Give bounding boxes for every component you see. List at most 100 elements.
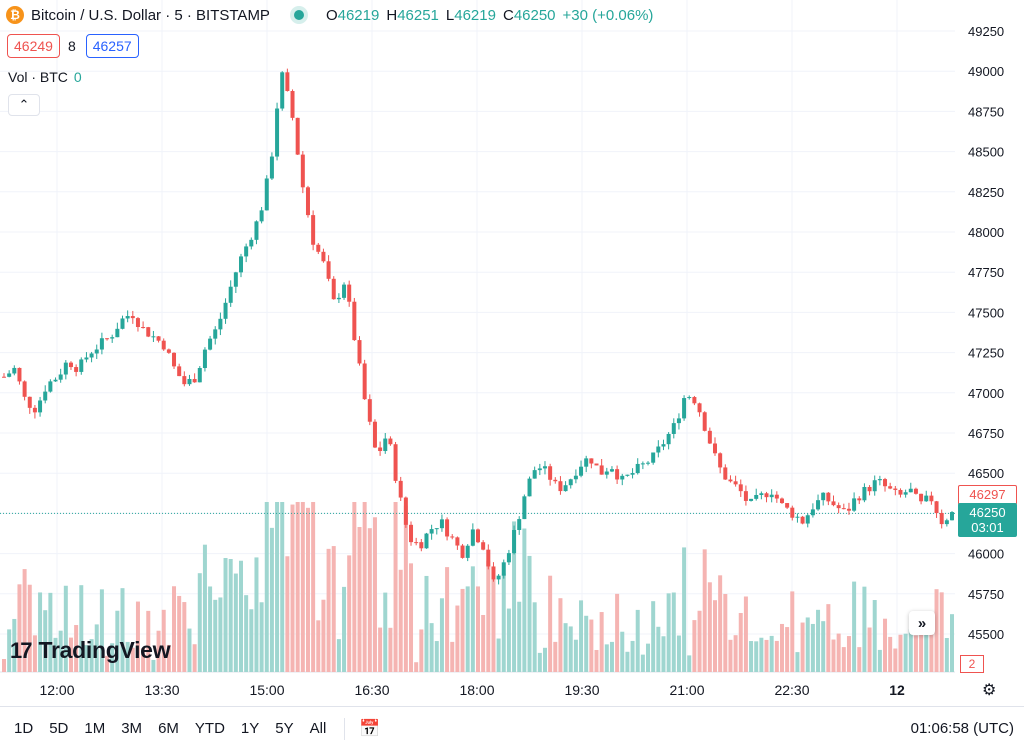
candle-body — [27, 396, 32, 408]
range-3m-button[interactable]: 3M — [121, 720, 143, 737]
volume-bar — [48, 592, 53, 672]
volume-bar — [486, 560, 491, 672]
volume-bar — [259, 602, 264, 672]
volume-bar — [439, 598, 444, 672]
volume-bar — [362, 502, 367, 672]
volume-bar — [671, 592, 676, 672]
volume-bar — [646, 643, 651, 672]
volume-legend[interactable]: Vol · BTC 0 — [8, 69, 82, 85]
volume-bar — [476, 586, 480, 672]
candle-body — [74, 367, 79, 372]
volume-bar — [254, 557, 259, 672]
calendar-range-icon[interactable]: 📅 — [359, 718, 381, 738]
scroll-to-realtime-button[interactable]: » — [909, 611, 935, 635]
symbol-header[interactable]: ₿ Bitcoin / U.S. Dollar · 5 · BITSTAMP O… — [6, 4, 660, 26]
candle-body — [177, 366, 182, 377]
candle-body — [187, 378, 192, 385]
price-tick-label: 46750 — [968, 426, 1004, 441]
volume-bar — [630, 640, 635, 672]
volume-bar — [640, 654, 645, 672]
volume-bar — [94, 624, 99, 672]
candle-body — [888, 486, 893, 489]
candle-body — [445, 519, 450, 537]
price-chart[interactable]: 49250 49000 48750 48500 48250 48000 47750 47500… — [0, 0, 1024, 706]
bitcoin-icon: ₿ — [6, 6, 24, 24]
volume-bar — [352, 502, 357, 672]
candle-body — [522, 496, 527, 520]
candle-body — [939, 513, 944, 525]
market-status-icon[interactable] — [293, 10, 304, 20]
range-1m-button[interactable]: 1M — [84, 720, 106, 737]
candle-body — [594, 463, 599, 466]
tradingview-watermark[interactable]: 17 TradingView — [10, 637, 171, 664]
time-tick-label: 18:00 — [459, 682, 494, 698]
range-1y-button[interactable]: 1Y — [240, 720, 260, 737]
volume-bar — [79, 585, 84, 672]
candle-body — [208, 338, 213, 350]
range-5y-button[interactable]: 5Y — [275, 720, 294, 737]
ohlc-open-key: O — [325, 6, 338, 24]
tradingview-logo-icon: 17 — [10, 637, 33, 663]
candle-body — [372, 421, 377, 448]
ohlc-high-value: 46251 — [397, 6, 439, 24]
volume-bar — [264, 502, 269, 672]
volume-bar — [208, 586, 213, 672]
volume-bar — [846, 636, 851, 672]
volume-bar — [161, 609, 166, 672]
range-ytd-button[interactable]: YTD — [194, 720, 225, 737]
price-tick-label: 46000 — [968, 547, 1004, 562]
candle-body — [290, 91, 295, 118]
volume-bar — [542, 647, 547, 672]
volume-bar — [733, 635, 738, 672]
candle-body — [805, 515, 810, 524]
buy-price-button[interactable]: 46257 — [85, 34, 139, 58]
volume-bar — [800, 622, 805, 672]
symbol-title[interactable]: Bitcoin / U.S. Dollar · 5 · BITSTAMP — [31, 6, 270, 24]
collapse-legend-button[interactable]: ⌃ — [8, 94, 40, 116]
range-1d-button[interactable]: 1D — [14, 720, 34, 737]
time-tick-label: 19:30 — [564, 682, 599, 698]
toolbar-divider — [344, 717, 346, 740]
volume-bar — [166, 644, 171, 672]
candle-body — [718, 453, 723, 468]
range-6m-button[interactable]: 6M — [158, 720, 179, 737]
range-5d-button[interactable]: 5D — [49, 720, 69, 737]
chart-settings-gear-icon[interactable]: ⚙ — [982, 682, 997, 699]
time-tick-label: 22:30 — [774, 682, 809, 698]
candle-body — [599, 465, 604, 475]
volume-bar — [105, 655, 110, 672]
volume-scale-tag: 2 — [960, 655, 984, 673]
sell-price-button[interactable]: 46249 — [7, 34, 60, 58]
price-tick-label: 48250 — [968, 185, 1004, 200]
candle-body — [311, 215, 316, 245]
utc-clock[interactable]: 01:06:58 (UTC) — [910, 720, 1014, 737]
range-all-button[interactable]: All — [309, 720, 327, 737]
candle-body — [434, 528, 439, 530]
candle-body — [470, 529, 475, 546]
volume-bar — [810, 623, 815, 672]
candle-body — [68, 362, 73, 368]
volume-bar — [764, 639, 769, 672]
volume-bar — [625, 651, 630, 672]
candle-body — [22, 381, 27, 397]
price-tick-label: 48500 — [968, 145, 1004, 160]
volume-bar — [115, 610, 120, 672]
volume-bar — [831, 639, 836, 672]
candle-body — [537, 468, 542, 471]
volume-bar — [233, 573, 238, 672]
candle-body — [501, 562, 506, 576]
candle-body — [687, 397, 692, 399]
candlesticks — [2, 68, 954, 585]
candle-body — [89, 353, 94, 358]
candle-body — [125, 316, 130, 319]
candle-body — [579, 466, 584, 476]
candle-body — [728, 479, 733, 482]
candle-body — [527, 478, 532, 497]
candle-body — [774, 494, 779, 499]
volume-bar — [651, 601, 656, 672]
candle-body — [336, 297, 341, 300]
volume-bar — [347, 555, 352, 672]
volume-bar — [769, 635, 774, 672]
volume-bar — [182, 602, 187, 672]
candle-body — [769, 494, 774, 498]
